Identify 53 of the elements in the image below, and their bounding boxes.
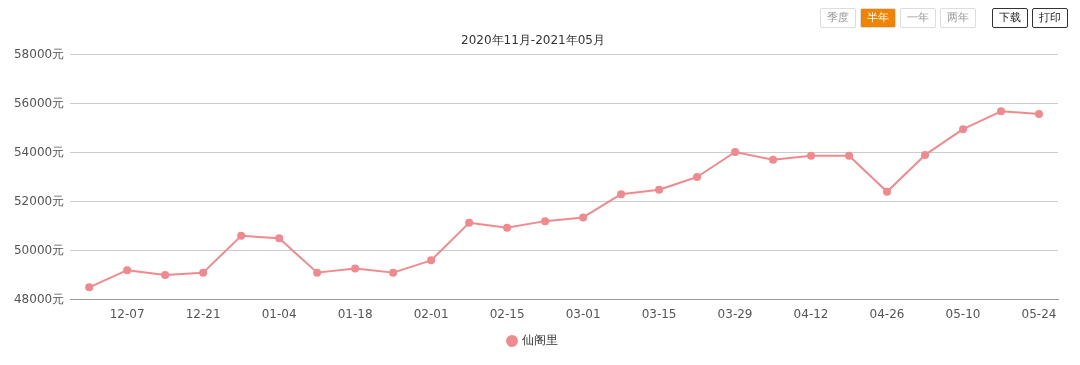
point — [465, 218, 474, 227]
point — [921, 150, 930, 159]
point — [997, 107, 1006, 116]
x-tick-label: 12-21 — [185, 306, 221, 321]
y-tick-label: 54000元 — [13, 144, 65, 159]
point — [351, 264, 360, 273]
point — [731, 147, 740, 156]
point — [617, 190, 626, 199]
point — [883, 187, 892, 196]
text: 打印 — [1032, 8, 1068, 28]
x-tick-label: 04-12 — [793, 306, 829, 321]
x-tick-label: 03-29 — [717, 306, 753, 321]
point — [541, 217, 550, 226]
point — [807, 151, 816, 160]
x-tick-label: 05-24 — [1021, 306, 1057, 321]
x-tick-label: 01-04 — [261, 306, 297, 321]
point — [769, 155, 778, 164]
y-tick-label: 50000元 — [13, 242, 65, 257]
point — [237, 231, 246, 240]
point — [693, 173, 702, 181]
y-tick-label: 56000元 — [13, 95, 65, 110]
point — [161, 271, 170, 280]
point — [313, 268, 322, 277]
point — [427, 256, 436, 265]
point — [85, 283, 94, 292]
point — [389, 268, 398, 277]
legend-label: 仙阁里 — [521, 333, 558, 348]
x-tick-label: 04-26 — [869, 306, 905, 321]
point — [123, 266, 132, 275]
chart-title: 2020年11月-2021年05月 — [461, 33, 605, 48]
text: 一年 — [900, 8, 936, 28]
text: 季度 — [820, 8, 856, 28]
point — [845, 151, 854, 160]
text: 两年 — [940, 8, 976, 28]
x-tick-label: 05-10 — [945, 306, 981, 321]
x-tick-label: 02-01 — [413, 306, 449, 321]
x-tick-label: 01-18 — [337, 306, 373, 321]
y-tick-label: 58000元 — [13, 46, 65, 61]
x-tick-label: 12-07 — [109, 306, 145, 321]
point — [503, 223, 512, 232]
point — [1035, 109, 1043, 118]
point — [579, 213, 588, 222]
x-tick-label: 03-15 — [641, 306, 677, 321]
y-tick-label: 48000元 — [13, 291, 65, 306]
point — [199, 268, 208, 277]
point — [655, 185, 664, 194]
x-tick-label: 02-15 — [489, 306, 525, 321]
text: 下载 — [992, 8, 1028, 28]
y-tick-label: 52000元 — [13, 193, 65, 208]
text: 半年 — [860, 8, 896, 28]
point — [959, 125, 968, 134]
point — [275, 234, 284, 243]
x-tick-label: 03-01 — [565, 306, 601, 321]
